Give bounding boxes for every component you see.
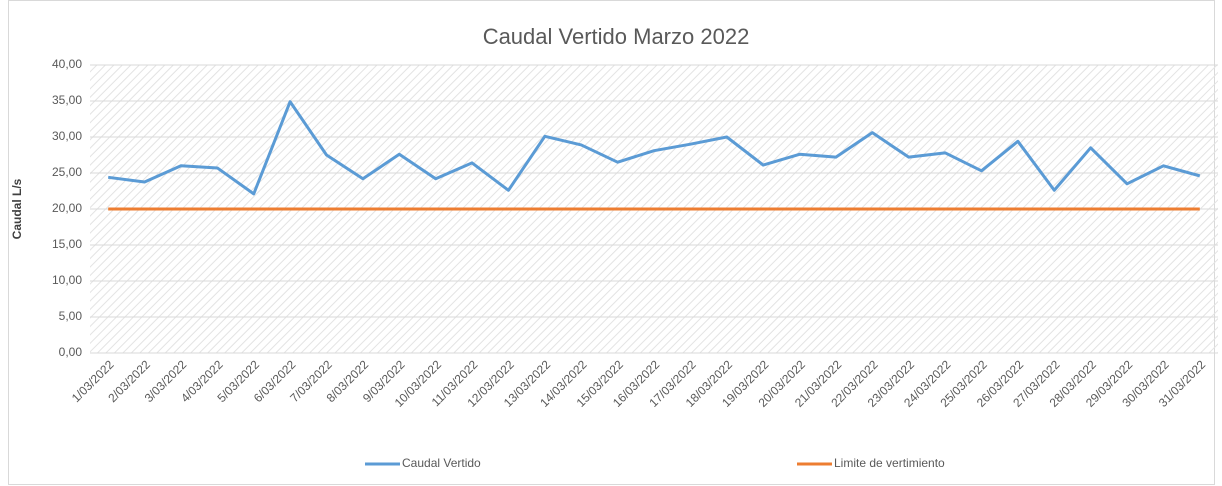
y-tick-label: 5,00 (59, 309, 83, 323)
y-tick-label: 0,00 (59, 345, 83, 359)
legend-label: Caudal Vertido (402, 456, 481, 470)
series-line (108, 100, 1201, 196)
legend-label: Limite de vertimiento (834, 456, 945, 470)
y-tick-label: 30,00 (52, 129, 82, 143)
y-tick-label: 15,00 (52, 237, 82, 251)
chart-title: Caudal Vertido Marzo 2022 (483, 24, 750, 49)
y-tick-label: 10,00 (52, 273, 82, 287)
y-tick-label: 35,00 (52, 93, 82, 107)
y-tick-label: 20,00 (52, 201, 82, 215)
y-axis-label: Caudal L/s (10, 178, 24, 239)
y-tick-label: 25,00 (52, 165, 82, 179)
y-tick-label: 40,00 (52, 57, 82, 71)
